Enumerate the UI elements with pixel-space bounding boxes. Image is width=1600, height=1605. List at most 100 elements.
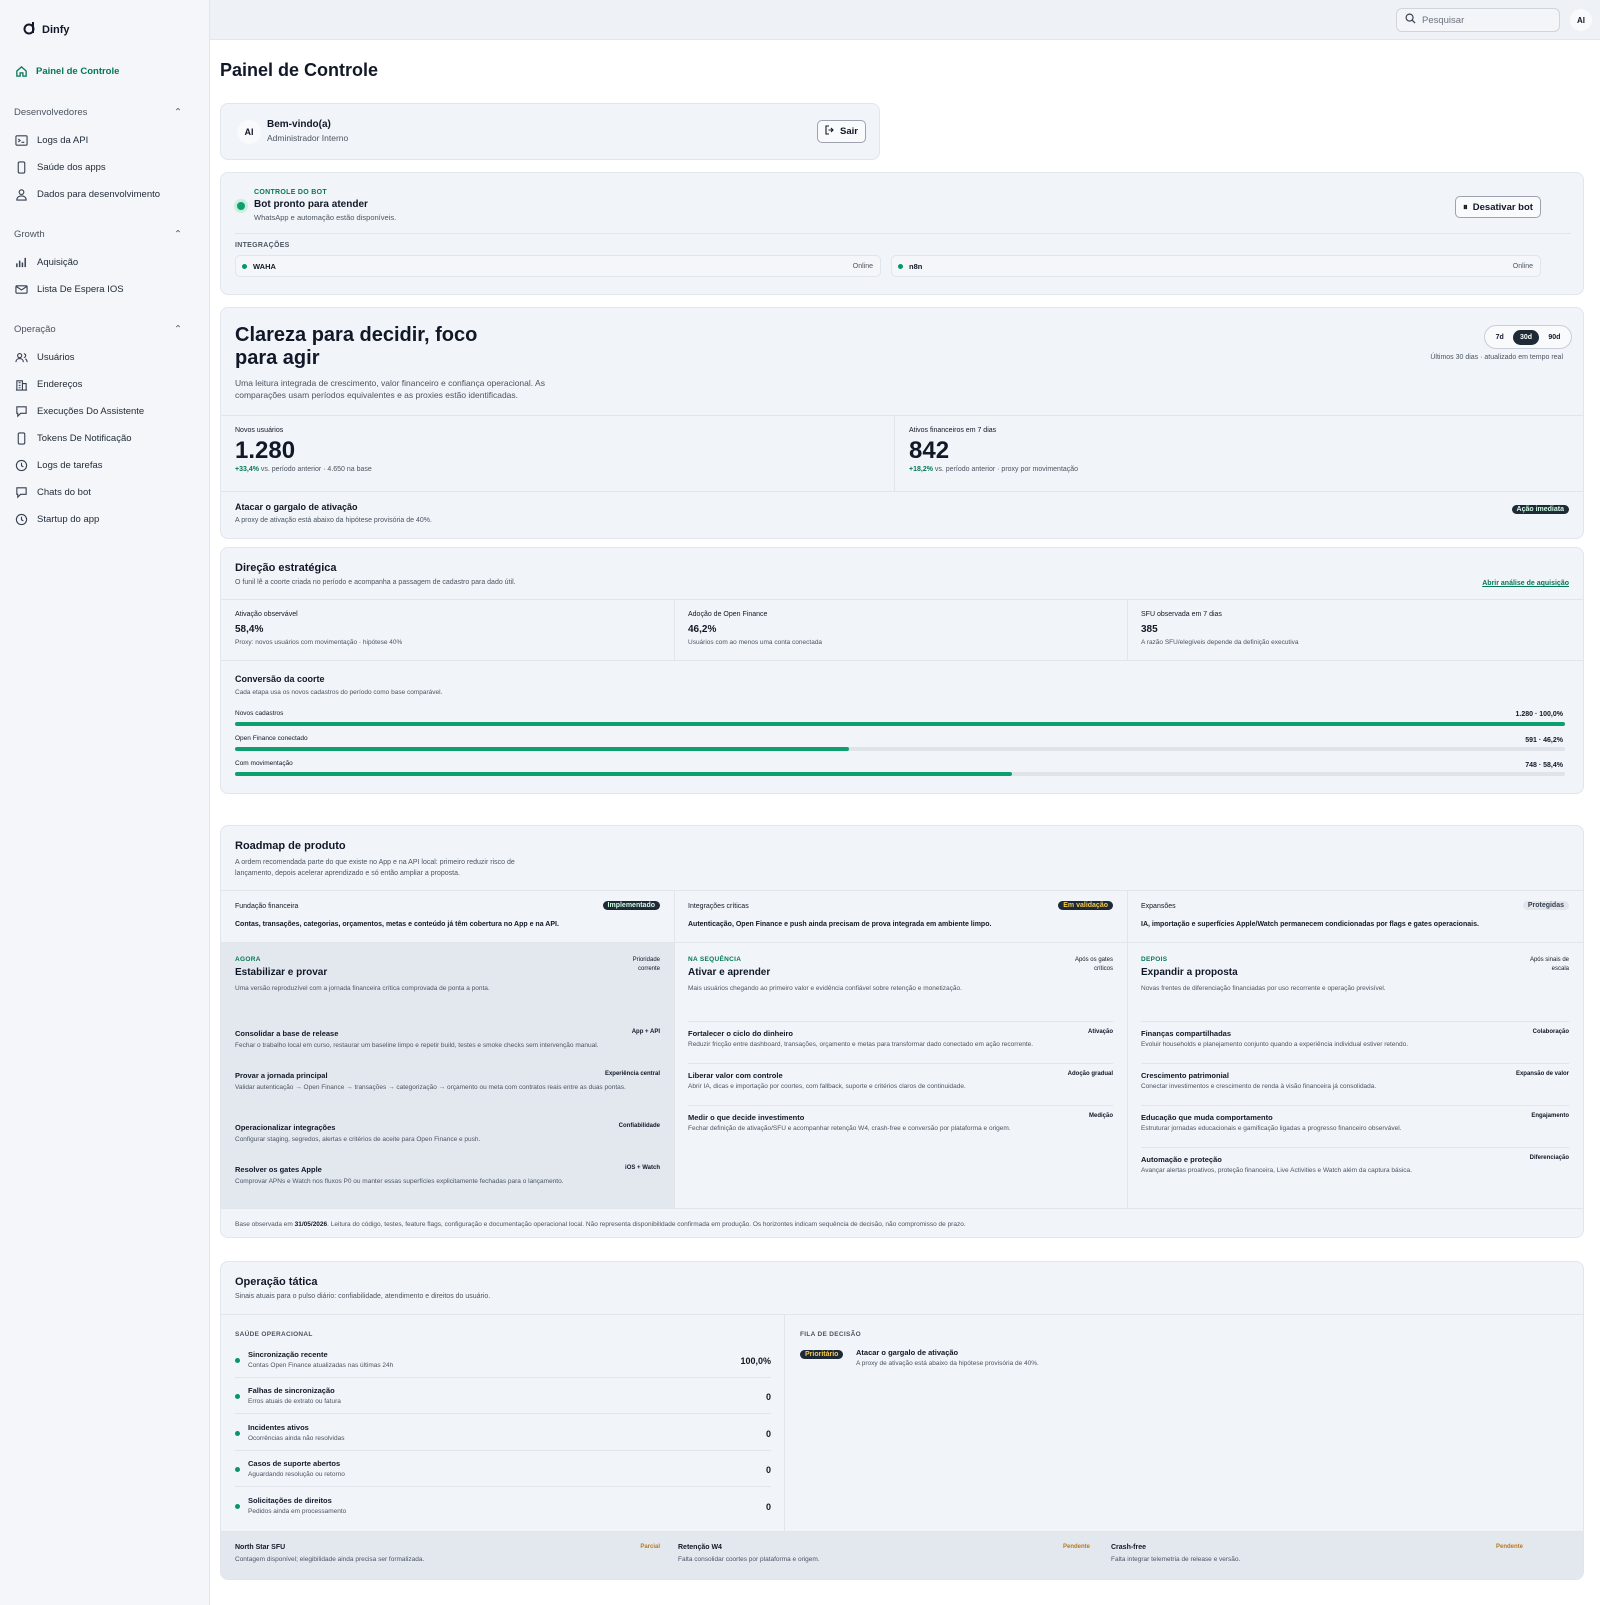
sidebar-item-ios-waitlist[interactable]: Lista De Espera IOS xyxy=(14,282,194,296)
item-title: Finanças compartilhadas xyxy=(1141,1029,1232,1038)
item-tag: Medição xyxy=(1088,1113,1113,1119)
item-tag: Confiabilidade xyxy=(618,1123,660,1129)
main-content: Painel de Controle AI Bem-vindo(a) Admin… xyxy=(210,40,1600,1605)
logout-button[interactable]: Sair xyxy=(817,120,866,143)
section-header-ops[interactable]: Operação ⌃ xyxy=(14,324,182,335)
footer-item-status: Parcial xyxy=(640,1544,660,1550)
roadmap-footnote: Base observada em 31/05/2026. Leitura do… xyxy=(235,1221,966,1228)
period-selector: 7d 30d 90d xyxy=(1484,325,1572,349)
period-30d[interactable]: 30d xyxy=(1513,329,1540,345)
sidebar-item-label: Logs da API xyxy=(37,134,89,146)
health-row[interactable]: Sincronização recente Contas Open Financ… xyxy=(235,1346,771,1378)
health-row[interactable]: Incidentes ativos Ocorrências ainda não … xyxy=(235,1419,771,1451)
metric-open-finance: Adoção de Open Finance 46,2% Usuários co… xyxy=(688,611,1118,646)
health-row[interactable]: Solicitações de direitos Pedidos ainda e… xyxy=(235,1492,771,1524)
funnel-bar-fill xyxy=(235,747,850,751)
integration-row[interactable]: n8n Online xyxy=(891,255,1541,277)
divider xyxy=(1141,1105,1569,1106)
item-description: Estruturar jornadas educacionais e gamif… xyxy=(1141,1125,1402,1132)
roadmap-item: Liberar valor com controle Adoção gradua… xyxy=(688,1071,1113,1090)
sidebar-item-label: Chats do bot xyxy=(37,486,91,498)
item-description: Avançar alertas proativos, proteção fina… xyxy=(1141,1167,1412,1174)
divider xyxy=(1141,1147,1569,1148)
divider xyxy=(784,1314,785,1531)
metric-value: 58,4% xyxy=(235,624,264,635)
sidebar-item-task-logs[interactable]: Logs de tarefas xyxy=(14,458,194,472)
item-title: Resolver os gates Apple xyxy=(235,1165,322,1174)
integration-row[interactable]: WAHA Online xyxy=(235,255,881,277)
item-title: Operacionalizar integrações xyxy=(235,1123,336,1132)
sidebar-item-home[interactable]: Painel de Controle xyxy=(14,64,194,78)
health-value: 100,0% xyxy=(740,1356,771,1366)
integrations-label: INTEGRAÇÕES xyxy=(235,242,290,249)
welcome-title: Bem-vindo(a) xyxy=(267,119,331,130)
building-icon xyxy=(14,377,28,391)
section-header-growth[interactable]: Growth ⌃ xyxy=(14,229,182,240)
pillar-label: Fundação financeira xyxy=(235,903,299,910)
pillar-expansions: Expansões Protegidas IA, importação e su… xyxy=(1127,890,1583,942)
roadmap-item: Automação e proteção Diferenciação Avanç… xyxy=(1141,1155,1569,1174)
column-title: Ativar e aprender xyxy=(688,967,771,978)
divider xyxy=(221,415,1583,416)
item-tag: Engajamento xyxy=(1531,1113,1569,1119)
health-row[interactable]: Casos de suporte abertos Aguardando reso… xyxy=(235,1455,771,1487)
item-tag: Adoção gradual xyxy=(1067,1071,1113,1077)
sidebar-item-notification-tokens[interactable]: Tokens De Notificação xyxy=(14,431,194,445)
crash-free-item: Crash-free Pendente Falta integrar telem… xyxy=(1111,1544,1523,1563)
roadmap-item: Crescimento patrimonial Expansão de valo… xyxy=(1141,1071,1569,1090)
clock-icon xyxy=(14,458,28,472)
item-description: Conectar investimentos e crescimento de … xyxy=(1141,1083,1377,1090)
roadmap-column-later: DEPOIS Após sinais de escala Expandir a p… xyxy=(1127,943,1583,1208)
app-logo[interactable]: Dinfy xyxy=(22,20,70,39)
strategy-description: O funil lê a coorte criada no período e … xyxy=(235,579,516,586)
sidebar-item-assistant-runs[interactable]: Execuções Do Assistente xyxy=(14,404,194,418)
section-title: Desenvolvedores xyxy=(14,107,88,118)
health-title: Solicitações de direitos xyxy=(248,1496,332,1505)
period-7d[interactable]: 7d xyxy=(1495,333,1504,341)
pillar-foundation: Fundação financeira Implementado Contas,… xyxy=(221,890,674,942)
roadmap-item: Resolver os gates Apple iOS + Watch Comp… xyxy=(235,1165,660,1186)
status-dot xyxy=(235,1358,240,1363)
roadmap-item: Provar a jornada principal Experiência c… xyxy=(235,1071,660,1092)
sidebar-item-addresses[interactable]: Endereços xyxy=(14,377,194,391)
logout-label: Sair xyxy=(840,126,858,137)
sidebar-item-dev-data[interactable]: Dados para desenvolvimento xyxy=(14,187,194,201)
search-input[interactable]: Pesquisar xyxy=(1396,8,1560,32)
sidebar-item-bot-chats[interactable]: Chats do bot xyxy=(14,485,194,499)
health-row[interactable]: Falhas de sincronização Erros atuais de … xyxy=(235,1382,771,1414)
divider xyxy=(235,233,1571,234)
health-description: Erros atuais de extrato ou fatura xyxy=(248,1398,341,1405)
item-description: Abrir IA, dicas e importação por coortes… xyxy=(688,1083,966,1090)
section-title: Operação xyxy=(14,324,56,335)
sidebar-item-label: Execuções Do Assistente xyxy=(37,405,145,417)
disable-bot-button[interactable]: ⏸ Desativar bot xyxy=(1455,196,1541,218)
divider xyxy=(688,1021,1113,1022)
item-title: Medir o que decide investimento xyxy=(688,1113,805,1122)
sidebar-item-app-startup[interactable]: Startup do app xyxy=(14,512,194,526)
footnote-date: 31/05/2026 xyxy=(294,1221,328,1228)
period-90d[interactable]: 90d xyxy=(1548,333,1561,341)
welcome-card: AI Bem-vindo(a) Administrador Interno Sa… xyxy=(220,103,880,160)
kpi-label: Novos usuários xyxy=(235,427,284,434)
search-placeholder: Pesquisar xyxy=(1422,14,1465,26)
sidebar-item-app-health[interactable]: Saúde dos apps xyxy=(14,160,194,174)
user-avatar[interactable]: AI xyxy=(1570,9,1592,31)
users-icon xyxy=(14,350,28,364)
health-title: Casos de suporte abertos xyxy=(248,1459,341,1468)
acquisition-analysis-link[interactable]: Abrir análise de aquisição xyxy=(1482,580,1569,587)
column-description: Uma versão reproduzível com a jornada fi… xyxy=(235,985,490,992)
sidebar-item-api-logs[interactable]: Logs da API xyxy=(14,133,194,147)
ops-title: Operação tática xyxy=(235,1276,318,1288)
divider xyxy=(1141,1063,1569,1064)
kpi-new-users: Novos usuários 1.280 +33,4% vs. período … xyxy=(235,427,372,473)
bar-chart-icon xyxy=(14,255,28,269)
kpi-delta: +18,2% xyxy=(909,466,933,473)
ops-card: Operação tática Sinais atuais para o pul… xyxy=(220,1261,1584,1580)
sidebar-item-label: Usuários xyxy=(37,351,75,363)
priority-line: Após os gates xyxy=(1074,957,1113,963)
sidebar-item-users[interactable]: Usuários xyxy=(14,350,194,364)
status-dot xyxy=(898,264,903,269)
section-header-dev[interactable]: Desenvolvedores ⌃ xyxy=(14,107,182,118)
sidebar-item-acquisition[interactable]: Aquisição xyxy=(14,255,194,269)
search-icon xyxy=(1405,13,1416,27)
